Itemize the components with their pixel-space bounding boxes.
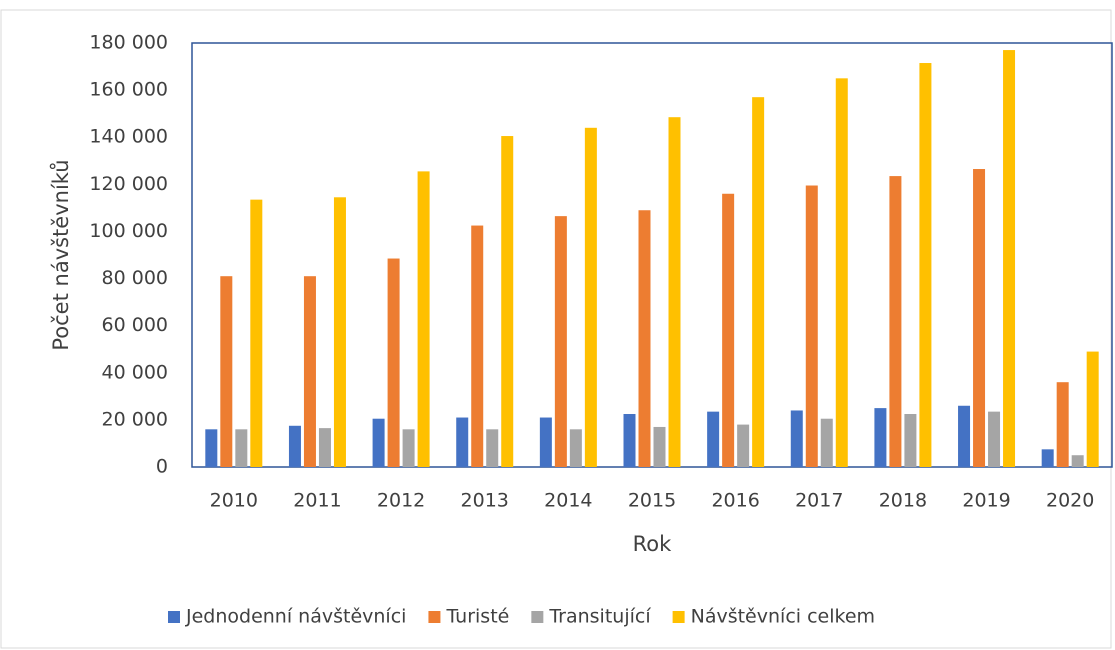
y-tick-label: 140 000 bbox=[89, 126, 168, 148]
x-tick-label: 2018 bbox=[879, 490, 927, 512]
bar bbox=[835, 78, 848, 467]
legend-label: Transitující bbox=[548, 606, 651, 628]
bar bbox=[554, 216, 567, 467]
x-tick-label: 2011 bbox=[293, 490, 341, 512]
bar bbox=[501, 136, 514, 468]
x-tick-label: 2014 bbox=[544, 490, 592, 512]
bar bbox=[653, 426, 666, 467]
x-tick-label: 2020 bbox=[1046, 490, 1094, 512]
bar bbox=[417, 171, 430, 467]
bar bbox=[790, 410, 803, 467]
y-tick-label: 0 bbox=[156, 456, 168, 478]
bar bbox=[333, 197, 346, 468]
x-tick-label: 2010 bbox=[210, 490, 258, 512]
legend-label: Turisté bbox=[445, 606, 509, 628]
bar bbox=[889, 176, 902, 468]
y-tick-label: 60 000 bbox=[102, 314, 168, 336]
x-tick-label: 2013 bbox=[461, 490, 509, 512]
legend-label: Jednodenní návštěvníci bbox=[185, 606, 406, 628]
bar bbox=[707, 411, 720, 467]
bar bbox=[584, 127, 597, 468]
bar bbox=[471, 225, 484, 467]
x-tick-label: 2017 bbox=[795, 490, 843, 512]
y-tick-label: 160 000 bbox=[89, 79, 168, 101]
bar bbox=[1041, 449, 1054, 467]
bar bbox=[303, 276, 316, 467]
legend-swatch bbox=[428, 611, 441, 623]
y-axis-label: Počet návštěvníků bbox=[49, 159, 73, 350]
x-axis-label: Rok bbox=[633, 532, 672, 556]
bar bbox=[569, 429, 582, 467]
bar bbox=[318, 428, 331, 467]
legend-swatch bbox=[168, 611, 180, 623]
bar bbox=[1056, 382, 1069, 467]
x-tick-label: 2012 bbox=[377, 490, 425, 512]
bar bbox=[372, 418, 385, 467]
bar bbox=[220, 276, 233, 467]
bar bbox=[456, 417, 469, 467]
bar bbox=[973, 169, 986, 467]
bar bbox=[919, 63, 932, 468]
bar bbox=[722, 193, 735, 467]
bar bbox=[486, 429, 499, 467]
bar bbox=[1003, 50, 1016, 468]
y-tick-label: 180 000 bbox=[89, 32, 168, 54]
x-tick-label: 2016 bbox=[711, 490, 759, 512]
bar bbox=[250, 199, 263, 467]
y-tick-label: 40 000 bbox=[102, 361, 168, 383]
bar bbox=[820, 418, 833, 467]
bar bbox=[235, 429, 248, 467]
y-tick-label: 20 000 bbox=[102, 408, 168, 430]
bar bbox=[752, 97, 765, 467]
bar bbox=[402, 429, 415, 467]
bar bbox=[737, 424, 750, 467]
y-tick-label: 120 000 bbox=[89, 173, 168, 195]
bar bbox=[539, 417, 552, 467]
bar bbox=[205, 429, 218, 467]
x-tick-label: 2015 bbox=[628, 490, 676, 512]
bar bbox=[805, 185, 818, 467]
plot-frame bbox=[191, 42, 1113, 468]
legend-swatch bbox=[672, 611, 685, 623]
bar bbox=[623, 414, 636, 467]
bar bbox=[387, 258, 400, 467]
bar bbox=[1071, 455, 1084, 467]
bar bbox=[958, 405, 971, 467]
bar bbox=[638, 210, 651, 467]
x-tick-label: 2019 bbox=[962, 490, 1010, 512]
bar bbox=[1086, 351, 1099, 467]
bar bbox=[904, 414, 917, 467]
bar bbox=[988, 411, 1001, 467]
y-tick-label: 100 000 bbox=[89, 220, 168, 242]
bar bbox=[668, 117, 681, 467]
bar bbox=[874, 408, 887, 467]
bar bbox=[288, 425, 301, 467]
y-tick-label: 80 000 bbox=[102, 267, 168, 289]
legend-label: Návštěvníci celkem bbox=[691, 606, 875, 628]
legend-swatch bbox=[531, 611, 544, 623]
